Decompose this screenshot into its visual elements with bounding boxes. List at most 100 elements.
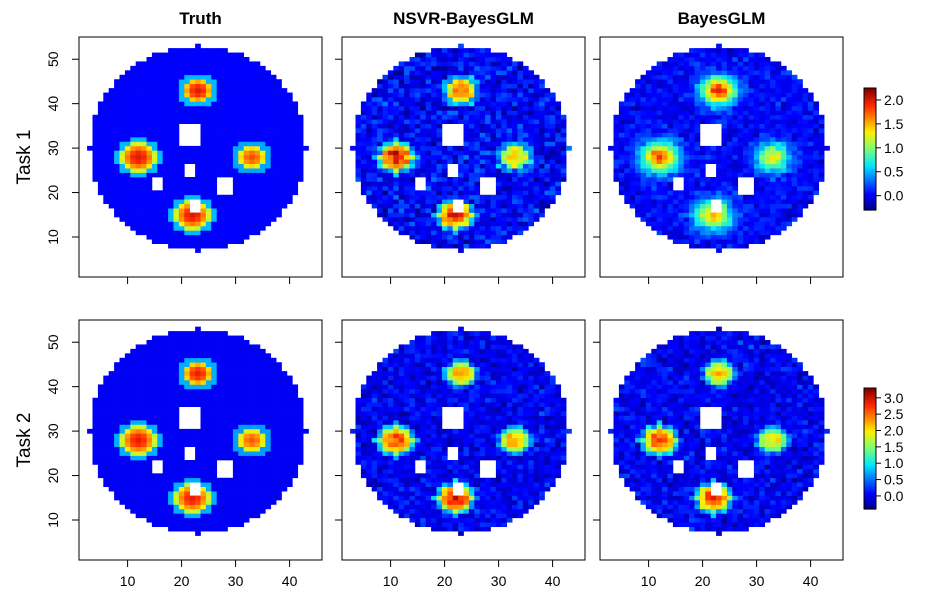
heat-cell [753, 110, 760, 116]
heat-cell [249, 203, 255, 209]
heat-cell [485, 221, 491, 227]
heat-cell [699, 61, 706, 67]
heat-cell [425, 177, 432, 182]
heat-cell [103, 119, 110, 125]
heat-cell [371, 150, 378, 156]
heat-cell [807, 105, 814, 111]
heat-cell [726, 159, 733, 165]
heat-cell [635, 185, 641, 191]
heat-cell [141, 190, 147, 196]
heat-cell [119, 101, 126, 107]
heat-cell [436, 137, 443, 142]
heat-cell [533, 97, 540, 102]
heat-cell [130, 428, 137, 434]
heat-cell [404, 141, 410, 147]
heat-cell [173, 181, 180, 187]
heat-cell [672, 230, 679, 236]
heat-cell [200, 331, 207, 336]
heat-cell [737, 92, 744, 98]
heat-cell [103, 468, 110, 474]
heat-cell [651, 145, 658, 151]
heat-cell [409, 177, 416, 182]
heat-cell [672, 61, 679, 67]
heat-cell [517, 123, 524, 129]
heat-cell [678, 168, 685, 173]
heat-cell [522, 159, 529, 165]
heat-cell [189, 61, 196, 67]
heat-cell [791, 194, 798, 200]
heat-cell [189, 468, 196, 474]
heat-cell [667, 92, 674, 98]
heat-cell [162, 239, 169, 245]
heat-cell [281, 159, 288, 165]
heat-cell [651, 110, 658, 116]
heat-cell [97, 384, 104, 390]
heat-cell [184, 154, 191, 160]
heat-cell [146, 482, 153, 488]
heat-cell [662, 163, 668, 169]
heat-cell [135, 79, 142, 85]
heat-cell [366, 132, 373, 138]
heat-cell [431, 132, 437, 138]
heat-cell [667, 172, 674, 178]
heat-cell [431, 119, 437, 125]
heat-cell [645, 172, 652, 178]
heat-cell [173, 230, 180, 236]
heat-cell [651, 163, 658, 169]
heat-cell [168, 65, 174, 71]
heat-cell [528, 114, 535, 120]
heat-cell [555, 159, 562, 165]
heat-cell [506, 203, 513, 209]
heat-cell [447, 230, 454, 236]
heat-cell [168, 57, 174, 62]
heat-cell [270, 181, 277, 187]
heat-cell [624, 194, 631, 200]
heat-cell [146, 190, 153, 196]
heat-cell [119, 105, 126, 111]
heat-cell [366, 128, 373, 133]
heat-cell [544, 88, 551, 93]
heat-cell [168, 154, 174, 160]
heat-cell [452, 150, 459, 156]
heat-cell [168, 375, 174, 381]
heat-cell [748, 145, 755, 151]
heat-cell [452, 145, 459, 151]
heat-cell [468, 168, 475, 173]
heat-cell [232, 132, 239, 138]
heat-cell [178, 83, 185, 89]
heat-cell [656, 105, 663, 111]
heat-cell [656, 208, 663, 213]
heat-cell [92, 137, 99, 142]
heat-cell [635, 105, 641, 111]
heat-cell [173, 353, 180, 359]
heat-cell [645, 123, 652, 129]
heat-cell [114, 371, 120, 376]
heat-cell [371, 114, 378, 120]
heatmap-task-2-truth [87, 326, 309, 536]
heat-cell [522, 168, 529, 173]
heat-cell [425, 92, 432, 98]
heat-cell [97, 468, 104, 474]
heat-cell [770, 88, 776, 93]
heat-cell [818, 150, 825, 156]
heat-cell [130, 114, 137, 120]
heat-cell [141, 83, 147, 89]
heat-cell [716, 52, 722, 58]
heat-cell [651, 65, 658, 71]
heat-cell [119, 114, 126, 120]
heat-cell [662, 123, 668, 129]
heat-cell [743, 221, 749, 227]
heat-cell [737, 150, 744, 156]
heat-cell [764, 217, 771, 222]
heat-cell [119, 163, 126, 169]
heat-cell [699, 105, 706, 111]
heat-cell [276, 154, 282, 160]
heat-cell [404, 79, 410, 85]
heat-cell [146, 105, 153, 111]
heat-cell [506, 141, 513, 147]
heat-cell [195, 163, 201, 169]
heat-cell [624, 132, 631, 138]
heat-cell [764, 172, 771, 178]
heat-cell [447, 110, 454, 116]
heat-cell [249, 217, 255, 222]
